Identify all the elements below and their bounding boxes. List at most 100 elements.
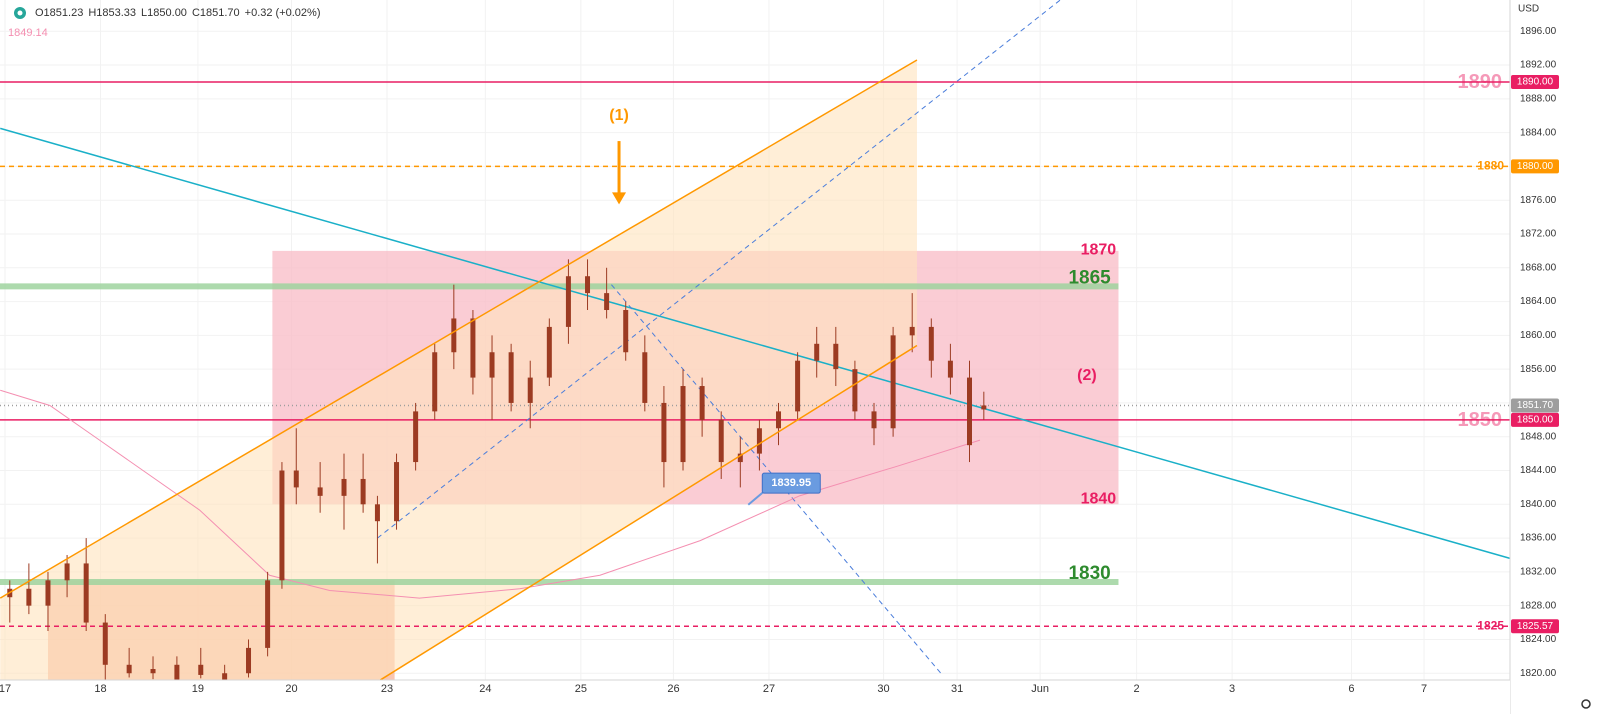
currency: USD	[1518, 4, 1539, 15]
trend-line	[377, 0, 1061, 539]
annotation: (2)	[1077, 367, 1097, 384]
candle-body	[852, 369, 858, 412]
y-tick-label: 1864.00	[1520, 296, 1557, 307]
candle-body	[604, 293, 610, 311]
candle-body	[795, 360, 801, 412]
x-tick-label: 17	[0, 683, 11, 695]
y-tick-label: 1896.00	[1520, 26, 1557, 37]
level-label: 1865	[1068, 267, 1111, 288]
candle-body	[737, 453, 743, 463]
candle-body	[814, 343, 820, 361]
y-tick-label: 1884.00	[1520, 127, 1557, 138]
x-tick-label: 25	[575, 683, 587, 695]
candle-body	[374, 504, 380, 522]
x-tick-label: 27	[763, 683, 775, 695]
candle-body	[293, 470, 299, 488]
price-tag	[1511, 412, 1559, 427]
candle-body	[102, 622, 108, 665]
candle-body	[680, 386, 686, 463]
candle-body	[928, 326, 934, 361]
x-tick-label: 24	[479, 683, 491, 695]
annotation: (1)	[609, 107, 629, 124]
candles	[7, 259, 987, 682]
candle-body	[432, 352, 438, 412]
candle-body	[585, 276, 591, 294]
candle-body	[967, 377, 973, 446]
trend-line	[0, 127, 1511, 560]
candle-body	[699, 386, 705, 420]
y-tick-label: 1836.00	[1520, 533, 1557, 544]
price-tag	[1511, 159, 1559, 174]
x-tick-label: 7	[1421, 683, 1427, 695]
x-tick-label: 3	[1229, 683, 1235, 695]
candle-body	[470, 318, 476, 378]
candle-body	[126, 664, 132, 674]
ohlc-value: +0.32 (+0.02%)	[245, 7, 321, 19]
channel-line	[379, 344, 918, 681]
candle-body	[174, 664, 180, 682]
level-label: 1825	[1477, 618, 1504, 632]
candle-body	[246, 647, 252, 674]
candle-body	[45, 580, 51, 606]
y-tick-label: 1840.00	[1520, 499, 1557, 510]
y-tick-label: 1876.00	[1520, 195, 1557, 206]
y-tick-label: 1820.00	[1520, 668, 1557, 679]
candle-body	[565, 276, 571, 327]
candle-body	[776, 411, 782, 429]
callout-pointer	[747, 490, 765, 506]
level-label: 1850	[1458, 409, 1503, 431]
candle-body	[394, 462, 400, 522]
candle-body	[527, 377, 533, 403]
y-tick-label: 1872.00	[1520, 229, 1557, 240]
x-tick-label: 26	[667, 683, 679, 695]
candle-body	[508, 352, 514, 403]
candle-body	[83, 563, 89, 623]
candle-body	[489, 352, 495, 378]
candle-body	[890, 335, 896, 429]
price-tag-label: 1851.70	[1517, 400, 1554, 411]
y-tick-label: 1832.00	[1520, 567, 1557, 578]
price-axis	[1510, 0, 1600, 714]
x-tick-label: 18	[94, 683, 106, 695]
candle-body	[981, 405, 987, 410]
annotation: 1870	[1081, 241, 1117, 258]
x-tick-label: 19	[192, 683, 204, 695]
candle-body	[64, 563, 70, 581]
candle-body	[222, 673, 228, 682]
y-tick-label: 1844.00	[1520, 465, 1557, 476]
ohlc-value: C1851.70	[192, 7, 240, 19]
x-tick-label: Jun	[1031, 683, 1049, 695]
candle-body	[623, 310, 629, 353]
candle-body	[198, 664, 204, 675]
candle-body	[265, 580, 271, 648]
x-tick-label: 20	[285, 683, 297, 695]
x-tick-label: 2	[1134, 683, 1140, 695]
time-axis	[0, 680, 1510, 714]
drawings	[0, 0, 1511, 680]
x-tick-label: 30	[877, 683, 889, 695]
candle-body	[317, 487, 323, 496]
candle-body	[947, 360, 953, 378]
channel-fill	[0, 59, 917, 680]
annotation: 1840	[1081, 490, 1117, 507]
candle-body	[756, 428, 762, 454]
x-tick-label: 23	[381, 683, 393, 695]
settings-icon[interactable]	[1581, 699, 1591, 709]
candle-body	[833, 343, 839, 370]
candle-body	[718, 419, 724, 463]
candle-body	[909, 326, 915, 336]
ohlc-value: L1850.00	[141, 7, 187, 19]
level-label: 1880	[1477, 159, 1504, 173]
candle-body	[341, 478, 347, 496]
axes: 1820.00 1824.00 1828.00 1832.00 1836.00 1840.…	[0, 26, 1559, 695]
x-tick-label: 6	[1348, 683, 1354, 695]
candle-body	[546, 326, 552, 378]
candle-body	[26, 588, 32, 606]
level-label: 1830	[1068, 563, 1110, 584]
candle-body	[279, 470, 285, 581]
y-tick-label: 1828.00	[1520, 600, 1557, 611]
y-tick-label: 1848.00	[1520, 431, 1557, 442]
y-tick-label: 1888.00	[1520, 93, 1557, 104]
price-tag-label: 1880.00	[1517, 161, 1554, 172]
